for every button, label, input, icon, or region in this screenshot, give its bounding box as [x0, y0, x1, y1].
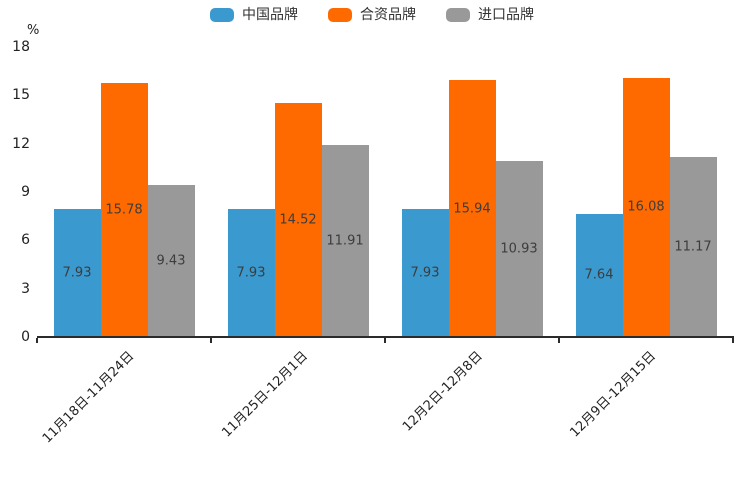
legend-label: 进口品牌	[478, 7, 534, 23]
x-category-label: 12月2日-12月8日	[399, 348, 486, 435]
x-axis-tick	[384, 338, 386, 343]
bar-进口品牌-3: 11.17	[669, 157, 717, 337]
legend: 中国品牌 合资品牌 进口品牌	[0, 6, 744, 24]
bar-value-label: 9.43	[156, 253, 186, 269]
bar-合资品牌-1: 14.52	[274, 103, 322, 337]
legend-swatch-icon	[210, 8, 234, 22]
legend-label: 中国品牌	[242, 7, 298, 23]
x-category-label: 11月18日-11月24日	[39, 348, 138, 447]
legend-item-series-0[interactable]: 中国品牌	[210, 6, 298, 24]
bar-value-label: 7.93	[62, 265, 92, 281]
y-tick-label: 12	[12, 135, 30, 152]
bar-合资品牌-3: 16.08	[622, 77, 670, 337]
bar-value-label: 16.08	[627, 199, 665, 215]
x-axis-tick	[558, 338, 560, 343]
legend-swatch-icon	[446, 8, 470, 22]
y-tick-label: 6	[21, 232, 30, 249]
x-axis-tick	[210, 338, 212, 343]
x-axis-line	[37, 336, 734, 338]
bar-进口品牌-2: 10.93	[495, 160, 543, 337]
bar-value-label: 14.52	[279, 212, 317, 228]
x-axis-tick	[732, 338, 734, 343]
y-axis-unit-label: %	[27, 23, 40, 38]
x-axis-tick	[36, 338, 38, 343]
y-tick-label: 18	[12, 39, 30, 55]
legend-swatch-icon	[328, 8, 352, 22]
y-tick-label: 15	[12, 87, 30, 104]
bar-value-label: 7.93	[236, 265, 266, 281]
x-category-label: 11月25日-12月1日	[219, 348, 312, 441]
bar-中国品牌-3: 7.64	[575, 213, 623, 337]
legend-item-series-1[interactable]: 合资品牌	[328, 6, 416, 24]
bar-中国品牌-0: 7.93	[53, 209, 101, 337]
bar-合资品牌-0: 15.78	[100, 82, 148, 337]
bar-value-label: 10.93	[500, 241, 538, 257]
legend-item-series-2[interactable]: 进口品牌	[446, 6, 534, 24]
y-tick-label: 0	[21, 329, 30, 345]
bar-value-label: 11.91	[326, 233, 364, 249]
y-tick-label: 9	[21, 184, 30, 200]
bar-进口品牌-1: 11.91	[321, 145, 369, 337]
legend-label: 合资品牌	[360, 7, 416, 23]
bar-value-label: 7.93	[410, 265, 440, 281]
bar-合资品牌-2: 15.94	[448, 80, 496, 337]
bar-value-label: 15.78	[105, 202, 143, 218]
bar-中国品牌-1: 7.93	[227, 209, 275, 337]
y-tick-label: 3	[21, 280, 30, 297]
bar-value-label: 11.17	[674, 239, 712, 255]
bar-value-label: 7.64	[584, 267, 614, 283]
bar-进口品牌-0: 9.43	[147, 185, 195, 337]
x-category-label: 12月9日-12月15日	[567, 348, 660, 441]
bar-中国品牌-2: 7.93	[401, 209, 449, 337]
bar-value-label: 15.94	[453, 201, 491, 217]
